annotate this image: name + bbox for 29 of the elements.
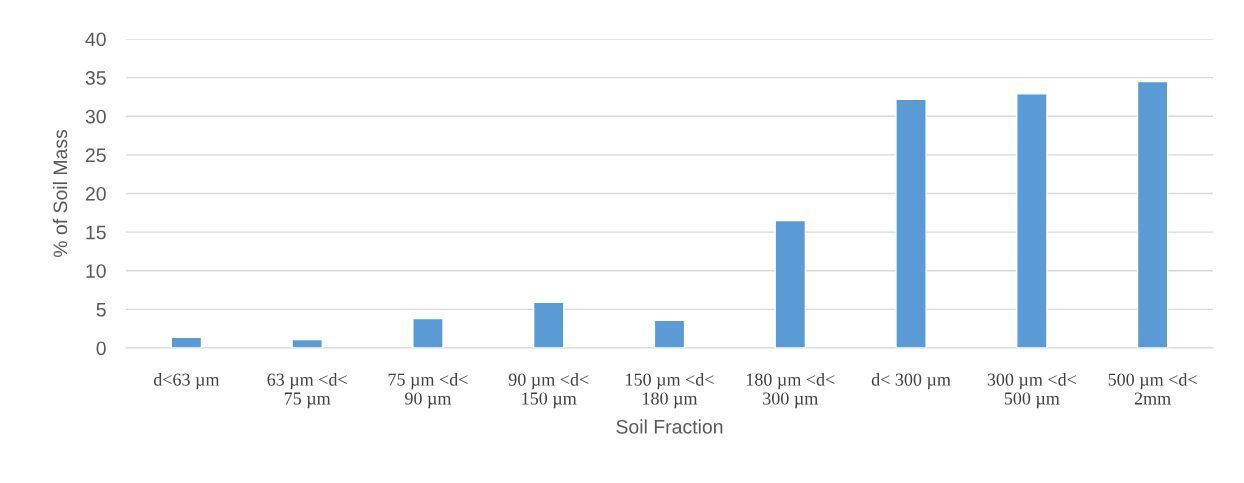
bar — [412, 317, 444, 348]
x-tick-label: 75 µm <d< 90 µm — [388, 373, 468, 409]
y-tick-label: 5 — [96, 303, 106, 317]
x-axis-title: Soil Fraction — [616, 419, 723, 434]
bar — [653, 319, 686, 348]
y-tick-label: 30 — [85, 109, 106, 124]
y-tick-label: 20 — [85, 186, 106, 201]
y-tick-label: 10 — [86, 264, 106, 278]
x-tick-label: 63 µm <d< 75 µm — [267, 373, 347, 409]
x-tick-label: d< 300 µm — [871, 373, 951, 390]
x-tick-label: d<63 µm — [153, 373, 220, 390]
x-tick-label: 90 µm <d< 150 µm — [508, 373, 589, 409]
bar — [774, 219, 807, 348]
x-tick-label: 500 µm <d< 2mm — [1108, 373, 1197, 405]
bar — [170, 336, 203, 348]
x-tick-label: 150 µm <d< 180 µm — [626, 373, 714, 409]
y-tick-label: 40 — [85, 32, 106, 47]
x-tick-label: 180 µm <d< 300 µm — [746, 373, 835, 409]
bar — [532, 301, 565, 348]
y-tick-label: 25 — [85, 148, 106, 163]
y-tick-label: 15 — [86, 225, 106, 240]
bar — [1136, 80, 1169, 348]
y-tick-label: 0 — [96, 341, 106, 356]
bar — [291, 338, 323, 348]
y-tick-label: 35 — [85, 71, 106, 85]
x-tick-label: 300 µm <d< 500 µm — [987, 373, 1076, 409]
y-axis-title: % of Soil Mass — [52, 129, 68, 258]
bar — [1016, 93, 1048, 348]
bar — [895, 98, 927, 348]
